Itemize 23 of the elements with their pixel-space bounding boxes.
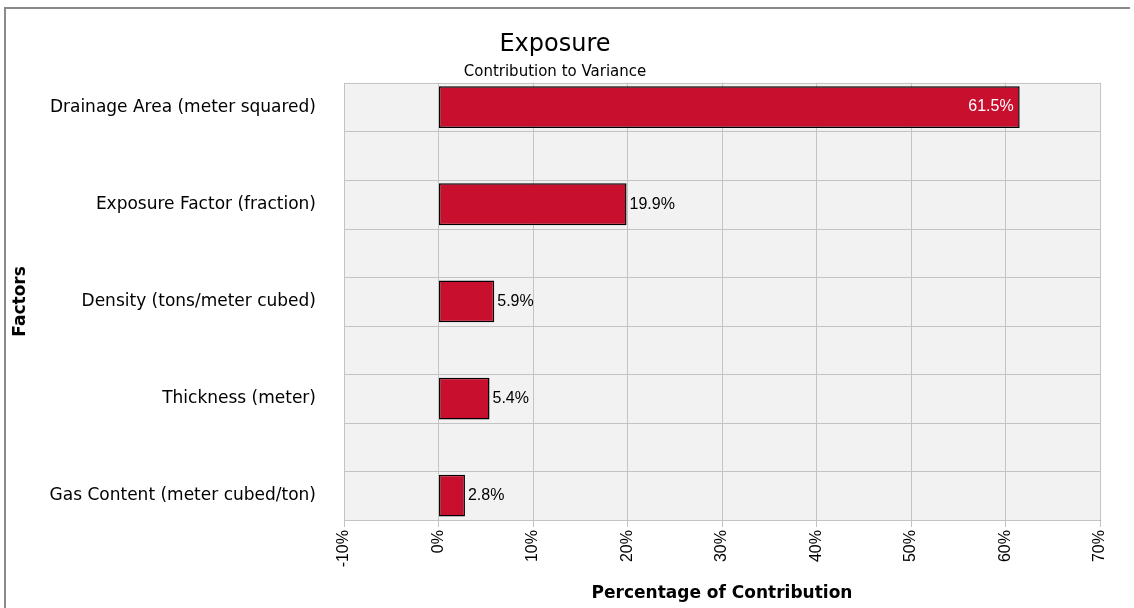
x-tick-label: 10% xyxy=(523,530,541,563)
data-label: 61.5% xyxy=(968,97,1014,115)
x-axis-title: Percentage of Contribution xyxy=(591,582,853,603)
y-axis-title: Factors xyxy=(8,266,29,337)
y-tick-label: Thickness (meter) xyxy=(161,386,316,407)
data-label: 2.8% xyxy=(467,486,505,504)
x-tick-label: 0% xyxy=(428,530,446,554)
data-label: 19.9% xyxy=(629,194,675,212)
x-tick-label: 40% xyxy=(806,530,824,563)
x-tick-label: -10% xyxy=(334,530,352,568)
x-tick-label: 60% xyxy=(995,530,1013,563)
y-tick-label: Exposure Factor (fraction) xyxy=(95,192,316,213)
data-label: 5.4% xyxy=(492,388,529,406)
y-tick-label: Gas Content (meter cubed/ton) xyxy=(49,484,316,505)
data-label: 5.9% xyxy=(497,291,534,309)
chart-title: Exposure xyxy=(499,28,611,57)
y-tick-label: Drainage Area (meter squared) xyxy=(49,95,316,116)
x-tick-label: 20% xyxy=(617,530,635,563)
x-tick-label: 30% xyxy=(712,530,730,563)
x-tick-label: 50% xyxy=(901,530,919,563)
x-tick-label: 70% xyxy=(1090,530,1108,563)
chart-subtitle: Contribution to Variance xyxy=(463,61,647,80)
y-tick-label: Density (tons/meter cubed) xyxy=(81,289,316,310)
